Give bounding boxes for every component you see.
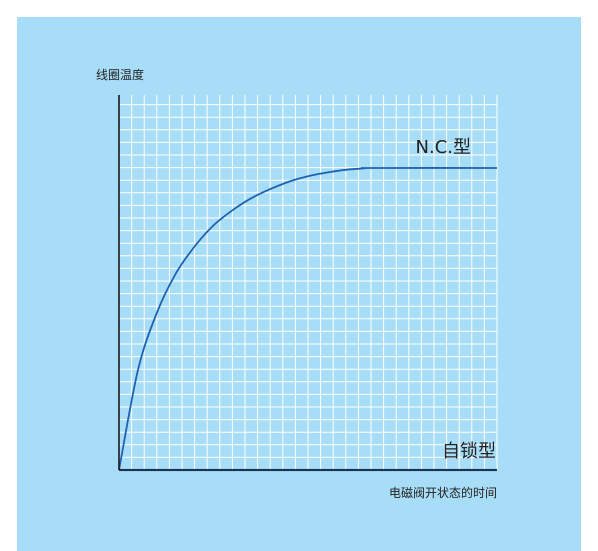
series-line-nc: [118, 167, 498, 471]
grid: [119, 95, 498, 470]
chart-background: [17, 17, 581, 551]
x-axis-label: 电磁阀开状态的时间: [389, 485, 497, 500]
series-label-nc: N.C.型: [416, 137, 471, 158]
axes: [118, 95, 497, 471]
y-axis-label: 线圈温度: [96, 67, 144, 82]
series-label-self-locking: 自锁型: [442, 441, 496, 462]
